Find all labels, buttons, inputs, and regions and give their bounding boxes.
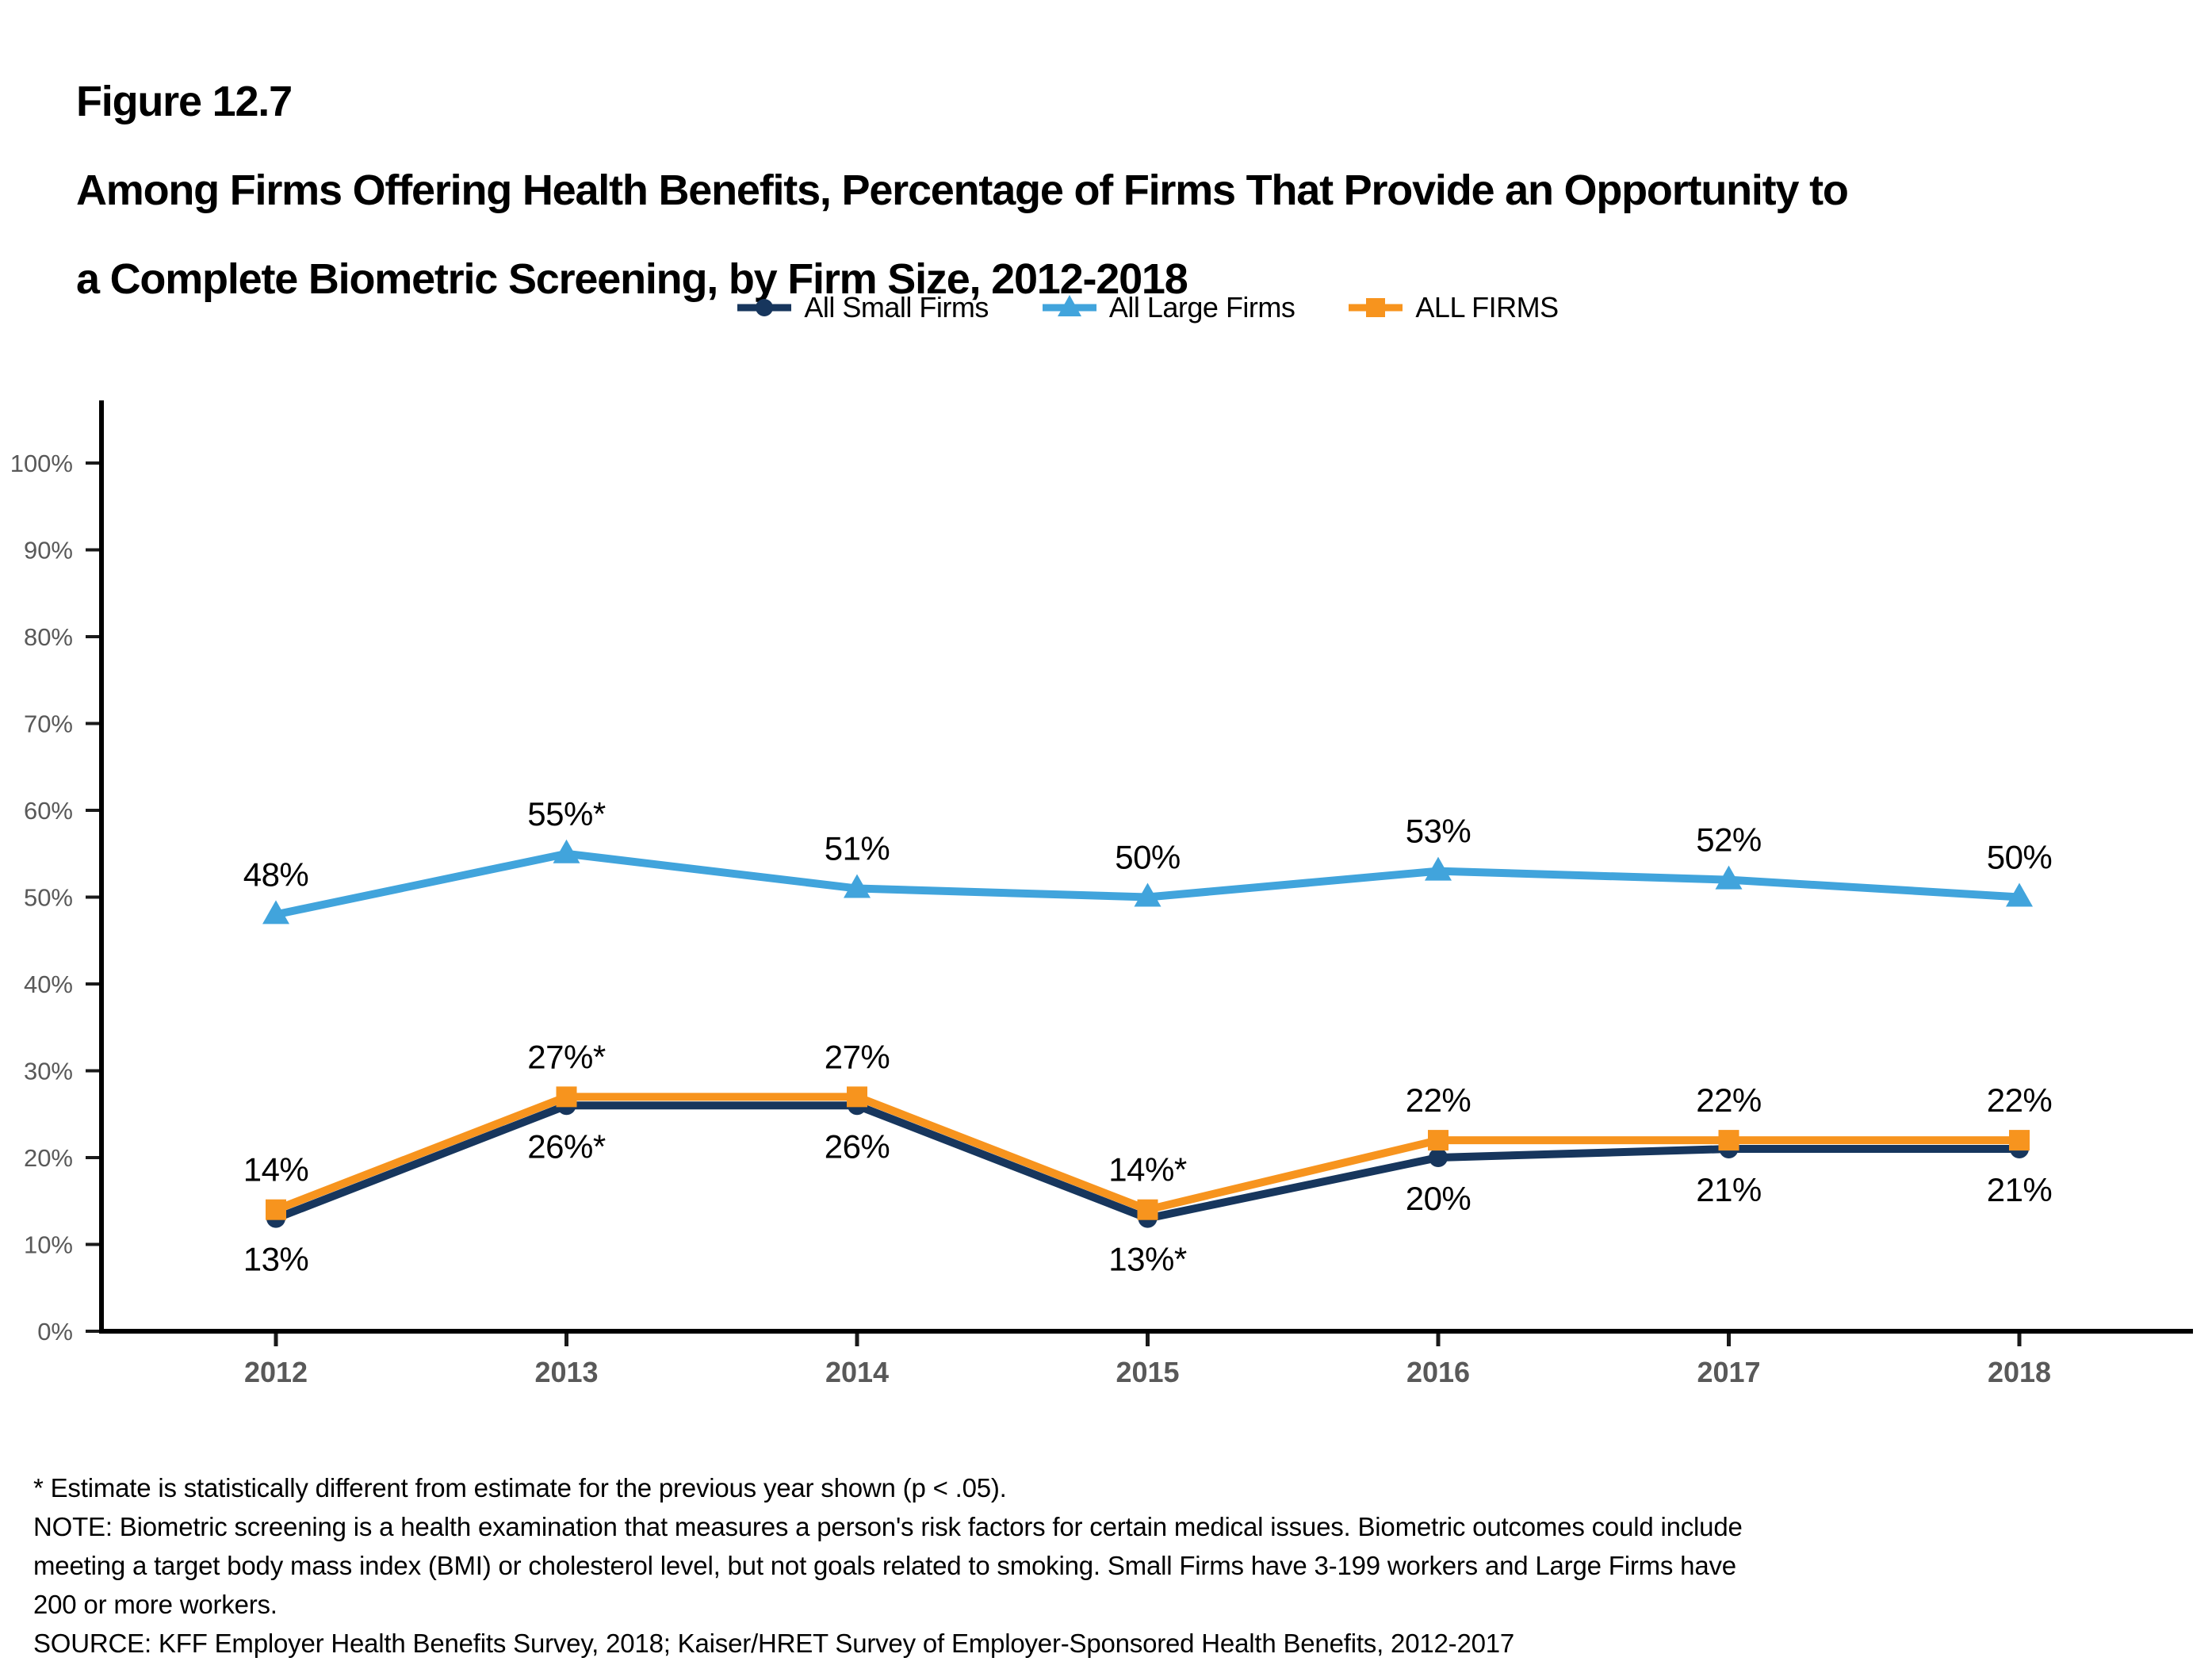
data-label-all-firms: 22% [1696, 1081, 1762, 1119]
small-firms-line-marker-icon [737, 299, 792, 316]
legend-label-all-large-firms: All Large Firms [1108, 291, 1295, 323]
footnote-source: SOURCE: KFF Employer Health Benefits Sur… [33, 1629, 1515, 1658]
x-tick-label: 2012 [244, 1356, 308, 1388]
y-tick-label: 90% [24, 537, 73, 565]
footnote-asterisk: * Estimate is statistically different fr… [33, 1473, 1007, 1502]
legend-item-all-large-firms: All Large Firms [1041, 291, 1295, 324]
all-firms-line-marker-icon [1349, 298, 1403, 317]
y-tick-label: 50% [24, 884, 73, 912]
y-tick-label: 20% [24, 1144, 73, 1172]
data-point-all-large-firms [553, 839, 580, 863]
data-label-all-large-firms: 55%* [527, 795, 606, 833]
x-tick-label: 2014 [825, 1356, 889, 1388]
data-point-all-large-firms [2006, 882, 2033, 907]
y-tick-label: 10% [24, 1231, 73, 1259]
data-point-all-firms [2009, 1130, 2030, 1151]
data-label-all-large-firms: 50% [1987, 839, 2053, 876]
y-tick-label: 30% [24, 1058, 73, 1085]
data-point-all-small-firms [1429, 1148, 1448, 1167]
data-point-all-large-firms [1715, 865, 1743, 890]
legend-label-all-firms: ALL FIRMS [1415, 291, 1559, 323]
data-point-all-firms [1718, 1130, 1739, 1151]
footnote-note-line-2: meeting a target body mass index (BMI) o… [33, 1551, 1736, 1580]
data-label-all-small-firms: 21% [1987, 1171, 2053, 1208]
data-point-all-firms [1428, 1130, 1449, 1151]
data-label-all-firms: 14%* [1108, 1151, 1187, 1189]
data-label-all-large-firms: 53% [1406, 813, 1471, 850]
y-tick-label: 100% [10, 450, 73, 477]
legend: All Small Firms All Large Firms ALL FIRM… [101, 289, 2193, 327]
footnote-note-line-3: 200 or more workers. [33, 1590, 277, 1619]
figure-number: Figure 12.7 [76, 78, 293, 125]
chart-title-line-1: Among Firms Offering Health Benefits, Pe… [76, 167, 1849, 214]
data-label-all-small-firms: 13%* [1108, 1241, 1187, 1278]
data-point-all-firms [847, 1086, 867, 1108]
y-tick-label: 60% [24, 797, 73, 825]
data-label-all-large-firms: 51% [825, 830, 890, 867]
x-tick-label: 2016 [1406, 1356, 1470, 1388]
data-point-all-large-firms [262, 900, 289, 924]
x-tick-label: 2015 [1116, 1356, 1179, 1388]
title-block: Figure 12.7 Among Firms Offering Health … [76, 57, 1849, 323]
data-label-all-firms: 27%* [527, 1038, 606, 1075]
data-label-all-large-firms: 50% [1115, 839, 1181, 876]
data-label-all-firms: 22% [1987, 1081, 2053, 1119]
data-label-all-firms: 14% [243, 1151, 309, 1189]
data-label-all-firms: 27% [825, 1038, 890, 1075]
data-point-all-firms [266, 1199, 286, 1220]
legend-item-all-small-firms: All Small Firms [736, 291, 989, 324]
y-tick-label: 80% [24, 623, 73, 651]
y-tick-label: 70% [24, 710, 73, 738]
footnote-note-line-1: NOTE: Biometric screening is a health ex… [33, 1512, 1743, 1541]
footnotes: * Estimate is statistically different fr… [33, 1468, 1743, 1663]
large-firms-line-marker-icon [1042, 295, 1096, 316]
data-label-all-small-firms: 20% [1406, 1180, 1471, 1217]
y-tick-label: 0% [37, 1318, 73, 1346]
data-label-all-small-firms: 13% [243, 1241, 309, 1278]
data-point-all-large-firms [1425, 856, 1452, 881]
data-point-all-firms [1137, 1199, 1158, 1220]
x-tick-label: 2018 [1988, 1356, 2051, 1388]
data-label-all-small-firms: 26%* [527, 1127, 606, 1165]
data-label-all-firms: 22% [1406, 1081, 1471, 1119]
data-label-all-large-firms: 52% [1696, 821, 1762, 859]
x-tick-label: 2013 [534, 1356, 598, 1388]
chart-title-line-2: a Complete Biometric Screening, by Firm … [76, 255, 1188, 303]
y-tick-label: 40% [24, 970, 73, 998]
data-label-all-small-firms: 21% [1696, 1171, 1762, 1208]
data-point-all-large-firms [844, 874, 871, 898]
x-tick-label: 2017 [1697, 1356, 1760, 1388]
data-point-all-large-firms [1134, 882, 1161, 907]
legend-label-all-small-firms: All Small Firms [804, 291, 989, 323]
legend-item-all-firms: ALL FIRMS [1347, 291, 1559, 324]
data-label-all-large-firms: 48% [243, 856, 309, 893]
data-point-all-firms [556, 1086, 577, 1108]
data-label-all-small-firms: 26% [825, 1127, 890, 1165]
